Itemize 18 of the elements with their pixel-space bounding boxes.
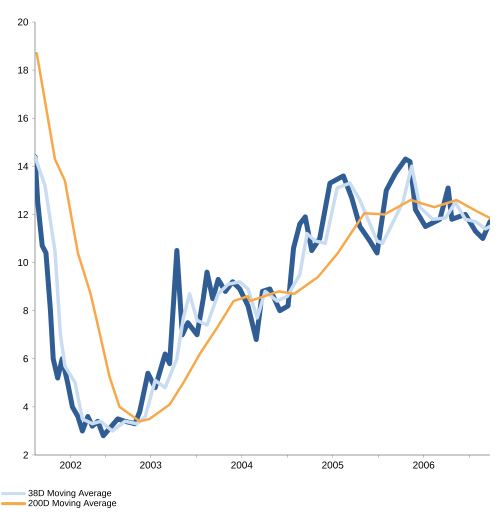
y-tick-label: 4 bbox=[23, 403, 28, 410]
y-tick-label: 8 bbox=[23, 307, 28, 314]
legend-label: 38D Moving Average bbox=[28, 490, 112, 498]
x-tick-label: 2005 bbox=[322, 462, 344, 469]
y-tick-label: 14 bbox=[18, 162, 28, 170]
x-tick-label: 2004 bbox=[231, 462, 253, 469]
y-tick-label: 2 bbox=[23, 452, 28, 458]
x-tick-label: 2002 bbox=[60, 462, 82, 469]
y-tick-label: 18 bbox=[18, 66, 28, 74]
x-tick-label: 2006 bbox=[413, 462, 434, 469]
legend-label: 200D Moving Average bbox=[28, 500, 116, 508]
x-tick-label: 2003 bbox=[140, 462, 162, 469]
line-series bbox=[35, 52, 490, 423]
y-tick-label: 12 bbox=[18, 210, 28, 218]
y-tick-label: 20 bbox=[18, 18, 28, 26]
y-tick-label: 16 bbox=[18, 114, 28, 122]
y-tick-label: 10 bbox=[18, 259, 28, 266]
y-tick-label: 6 bbox=[23, 355, 28, 362]
